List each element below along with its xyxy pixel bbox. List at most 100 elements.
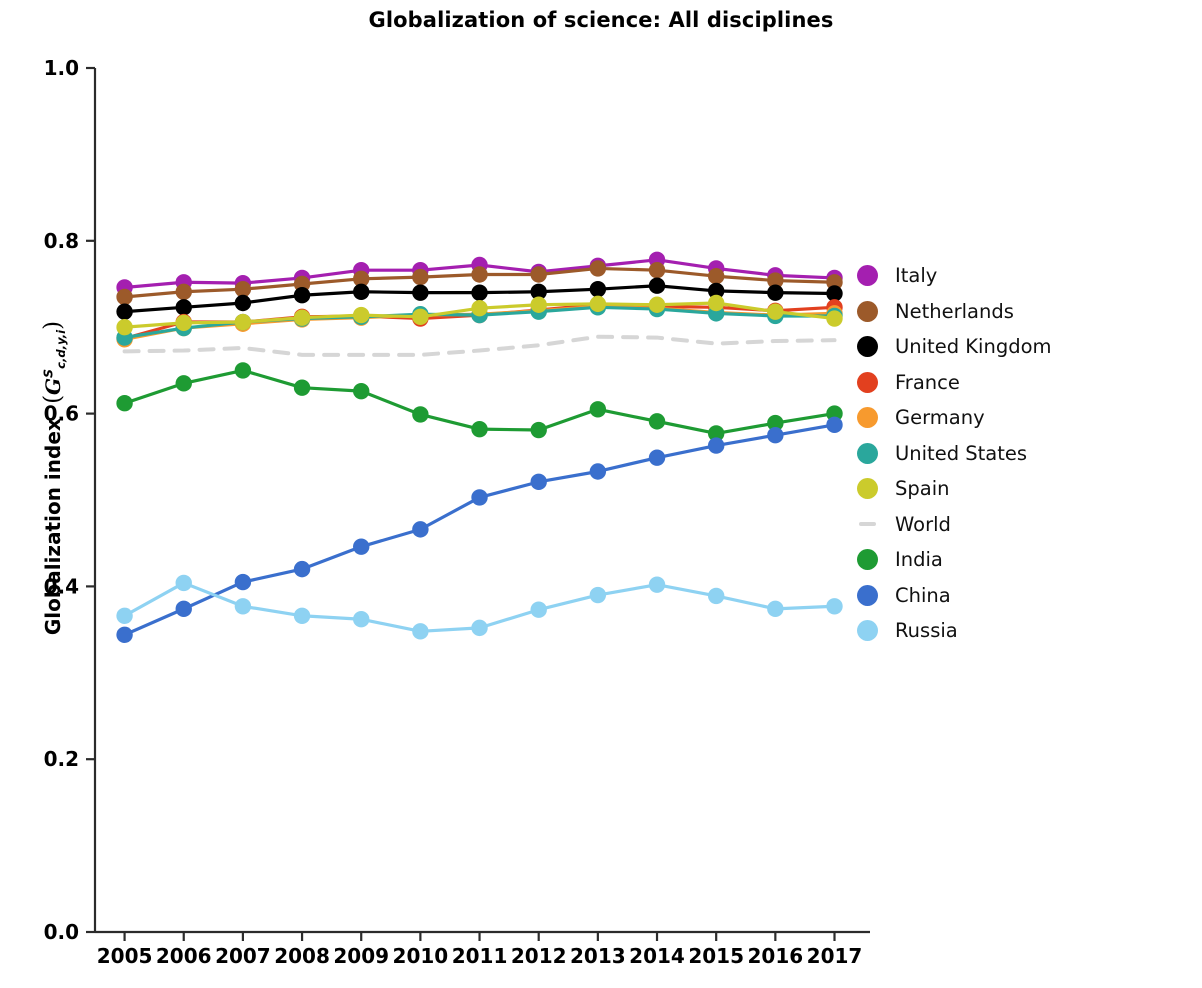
data-point [767,414,784,432]
data-point [767,284,784,301]
data-point [648,261,666,279]
legend-dot-icon [856,442,878,464]
legend-item-germany[interactable]: Germany [852,400,1182,436]
legend-swatch [852,300,882,322]
data-point [589,260,607,277]
data-point [471,489,488,506]
x-tick-label: 2006 [156,944,212,968]
y-tick-label: 1.0 [44,56,79,80]
legend-item-united-kingdom[interactable]: United Kingdom [852,329,1182,365]
data-point [648,449,666,466]
data-point [175,299,192,316]
data-point [116,319,133,336]
data-point [353,382,370,400]
data-point [707,282,725,300]
data-point [412,284,429,301]
data-point [471,266,488,283]
y-tick-label: 0.8 [44,229,79,253]
legend-item-russia[interactable]: Russia [852,613,1182,649]
legend-dot-icon [856,265,878,287]
x-tick-label: 2005 [97,944,153,968]
legend-item-spain[interactable]: Spain [852,471,1182,507]
data-point [234,294,252,312]
legend-dot-icon [856,478,878,500]
data-point [175,574,192,592]
legend-label: China [895,583,951,607]
legend-item-india[interactable]: India [852,542,1182,578]
legend-item-world[interactable]: World [852,507,1182,543]
legend-label: United Kingdom [895,335,1052,358]
data-point [293,275,311,293]
data-point [353,611,370,628]
data-point [767,272,784,289]
legend-item-netherlands[interactable]: Netherlands [852,294,1182,330]
series-china [116,416,843,643]
y-tick-label: 0.4 [44,574,79,598]
legend-item-france[interactable]: France [852,365,1182,401]
data-point [589,463,607,480]
data-point [175,314,192,332]
chart-title: Globalization of science: All discipline… [368,8,834,32]
legend-dot-icon [856,407,878,429]
legend-dot-icon [856,620,878,642]
x-tick-label: 2008 [274,944,330,968]
legend-dash-icon [858,522,876,527]
data-point [116,395,133,412]
data-point [293,607,311,624]
series-india [116,362,843,442]
data-point [471,619,488,637]
y-tick-label: 0.6 [44,402,79,426]
legend-label: Germany [895,406,985,429]
data-point [353,538,370,555]
data-point [589,586,607,604]
data-point [530,296,547,313]
data-point [530,473,547,491]
data-point [826,598,843,615]
data-point [648,277,666,294]
legend-swatch [852,522,882,527]
legend-item-united-states[interactable]: United States [852,436,1182,472]
x-tick-label: 2009 [333,944,389,968]
data-point [707,587,725,605]
data-point [826,285,843,302]
series-spain [116,294,843,336]
legend-swatch [852,371,882,393]
legend-swatch [852,407,882,429]
legend-label: Russia [895,619,958,642]
data-point [175,283,192,300]
legend-item-italy[interactable]: Italy [852,258,1182,294]
data-point [175,375,192,392]
x-tick-label: 2012 [511,944,567,968]
data-point [767,303,784,320]
data-point [353,283,370,300]
chart-legend: Italy Netherlands United Kingdom France Germ… [852,258,1182,649]
data-point [530,266,547,283]
legend-item-china[interactable]: China [852,578,1182,614]
data-point [234,573,252,591]
data-point [116,626,133,643]
legend-dot-icon [856,549,878,571]
data-point [648,296,666,313]
data-point [412,308,429,326]
data-point [412,406,429,423]
legend-label: Netherlands [895,299,1014,323]
data-point [767,427,784,444]
data-point [589,401,607,418]
series-line [122,334,837,357]
legend-label: India [895,548,943,571]
x-tick-label: 2017 [807,944,863,968]
legend-swatch [852,584,882,606]
data-point [826,274,843,291]
legend-label: United States [895,441,1028,465]
series-united-kingdom [116,277,843,320]
data-point [589,295,607,313]
x-tick-label: 2011 [452,944,508,968]
x-tick-label: 2016 [748,944,804,968]
legend-dot-icon [856,584,878,606]
data-point [116,288,133,306]
legend-swatch [852,336,882,358]
data-point [234,313,252,331]
